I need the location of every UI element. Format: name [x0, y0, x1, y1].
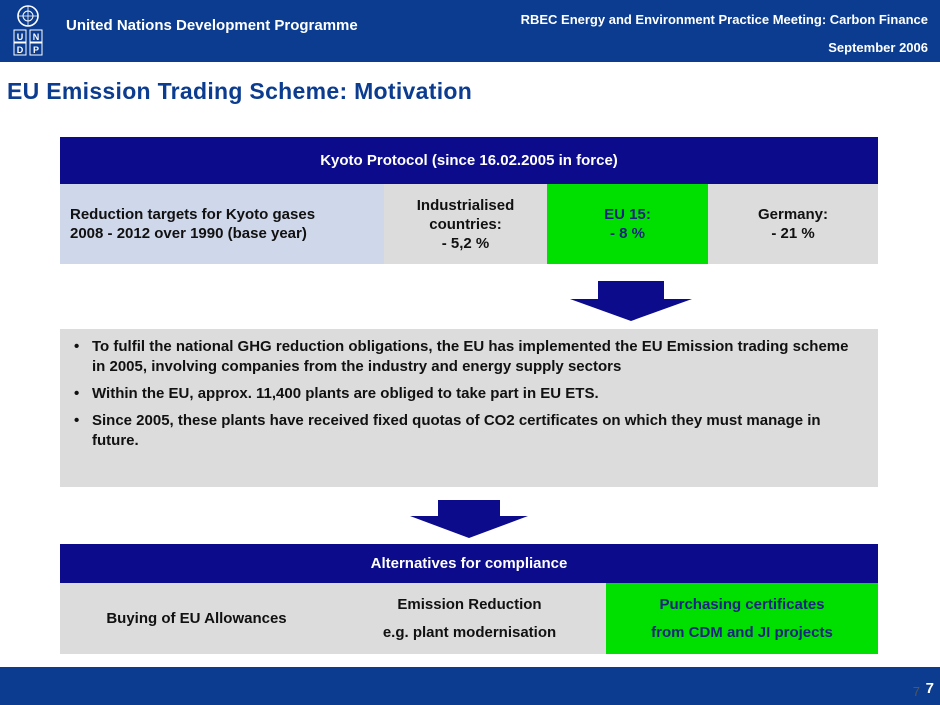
- svg-text:N: N: [33, 32, 40, 42]
- svg-text:P: P: [33, 45, 39, 55]
- bullet-marker: •: [74, 338, 80, 355]
- bullet-item: • Within the EU, approx. 11,400 plants ar…: [70, 384, 864, 404]
- industrialised-countries-cell: Industrialised countries: - 5,2 %: [384, 184, 547, 264]
- germany-cell: Germany: - 21 %: [708, 184, 878, 264]
- meeting-title: RBEC Energy and Environment Practice Mee…: [520, 12, 928, 27]
- germany-label: Germany:: [757, 206, 829, 223]
- eu15-value: - 8 %: [609, 225, 645, 242]
- industrialised-label-line2: countries:: [429, 215, 502, 233]
- kyoto-header: Kyoto Protocol (since 16.02.2005 in forc…: [60, 137, 878, 184]
- reduction-targets-line2: 2008 - 2012 over 1990 (base year): [70, 225, 307, 242]
- svg-text:D: D: [17, 45, 24, 55]
- svg-text:U: U: [17, 32, 24, 42]
- bullet-text: Since 2005, these plants have received f…: [92, 412, 821, 449]
- eu15-label: EU 15:: [604, 206, 651, 223]
- bullet-text: To fulfil the national GHG reduction obl…: [92, 338, 849, 375]
- footer-bar: [0, 667, 940, 705]
- down-arrow-icon: [410, 500, 528, 538]
- buying-allowances-cell: Buying of EU Allowances: [60, 583, 333, 654]
- industrialised-label-line1: Industrialised: [416, 196, 515, 214]
- purchasing-line2: from CDM and JI projects: [651, 623, 833, 641]
- emission-reduction-line1: Emission Reduction: [397, 595, 542, 613]
- page-number-small: 7: [912, 684, 920, 699]
- bullet-marker: •: [74, 412, 80, 429]
- eu15-cell: EU 15: - 8 %: [547, 184, 708, 264]
- header-bar: U N D P United Nations Development Progr…: [0, 0, 940, 62]
- reduction-targets-line1: Reduction targets for Kyoto gases: [70, 206, 316, 223]
- un-emblem-logo: U N D P: [13, 5, 43, 56]
- emission-reduction-cell: Emission Reduction e.g. plant modernisat…: [333, 583, 606, 654]
- purchasing-certificates-cell: Purchasing certificates from CDM and JI …: [606, 583, 878, 654]
- buying-allowances-text: Buying of EU Allowances: [106, 610, 287, 627]
- bullet-marker: •: [74, 385, 80, 402]
- bullet-item: • Since 2005, these plants have received …: [70, 411, 864, 451]
- alternatives-row: Buying of EU Allowances Emission Reducti…: [60, 583, 878, 654]
- bullet-item: • To fulfil the national GHG reduction ob…: [70, 337, 864, 377]
- slide-title: EU Emission Trading Scheme: Motivation: [7, 78, 473, 104]
- alternatives-header: Alternatives for compliance: [60, 544, 878, 583]
- page-number: 7: [925, 680, 934, 697]
- down-arrow-icon: [570, 281, 692, 321]
- meeting-info: RBEC Energy and Environment Practice Mee…: [521, 6, 928, 62]
- emission-reduction-line2: e.g. plant modernisation: [382, 623, 557, 641]
- reduction-targets-cell: Reduction targets for Kyoto gases 2008 -…: [60, 184, 384, 264]
- purchasing-line1: Purchasing certificates: [659, 595, 825, 613]
- industrialised-value: - 5,2 %: [441, 234, 490, 252]
- organization-name: United Nations Development Programme: [66, 17, 358, 34]
- motivation-bullets: • To fulfil the national GHG reduction ob…: [60, 329, 878, 487]
- meeting-date: September 2006: [828, 40, 928, 55]
- kyoto-targets-row: Reduction targets for Kyoto gases 2008 -…: [60, 184, 878, 264]
- bullet-text: Within the EU, approx. 11,400 plants are…: [92, 385, 599, 402]
- germany-value: - 21 %: [771, 225, 815, 242]
